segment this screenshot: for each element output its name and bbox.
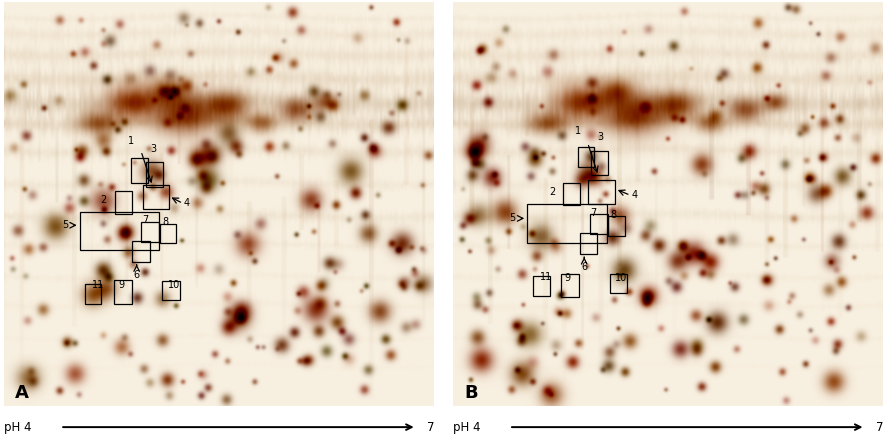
Bar bbox=[143, 185, 168, 209]
Text: 8: 8 bbox=[162, 218, 168, 227]
Text: 7: 7 bbox=[142, 215, 148, 226]
Bar bbox=[579, 234, 596, 254]
Text: 5: 5 bbox=[509, 214, 515, 223]
Text: 2: 2 bbox=[548, 187, 555, 197]
Bar bbox=[610, 274, 626, 293]
Text: pH 4: pH 4 bbox=[4, 420, 32, 434]
Text: 11: 11 bbox=[92, 280, 105, 290]
Text: pH 4: pH 4 bbox=[453, 420, 480, 434]
Text: 4: 4 bbox=[183, 198, 190, 208]
Bar bbox=[146, 162, 163, 187]
Text: A: A bbox=[15, 384, 29, 402]
Text: 1: 1 bbox=[128, 136, 134, 146]
Text: 4: 4 bbox=[631, 190, 637, 200]
Bar bbox=[526, 204, 606, 242]
Text: 5: 5 bbox=[62, 220, 68, 230]
Bar bbox=[587, 180, 614, 204]
Text: 10: 10 bbox=[614, 273, 626, 283]
Text: 7: 7 bbox=[427, 420, 434, 434]
Bar bbox=[159, 224, 176, 243]
Bar bbox=[607, 216, 625, 236]
Text: B: B bbox=[463, 384, 477, 402]
Bar bbox=[589, 214, 607, 234]
Text: 3: 3 bbox=[151, 144, 157, 154]
Text: 2: 2 bbox=[100, 195, 106, 205]
Text: 11: 11 bbox=[540, 272, 552, 282]
Bar bbox=[131, 158, 148, 183]
Text: 7: 7 bbox=[875, 420, 882, 434]
Bar bbox=[560, 274, 578, 297]
Text: 9: 9 bbox=[563, 273, 570, 283]
Text: 10: 10 bbox=[167, 280, 180, 290]
Bar bbox=[132, 241, 150, 262]
Text: 8: 8 bbox=[610, 210, 617, 220]
Text: 1: 1 bbox=[574, 127, 580, 136]
Text: 3: 3 bbox=[596, 131, 602, 142]
Text: 7: 7 bbox=[590, 208, 596, 218]
Bar bbox=[562, 183, 579, 206]
Bar bbox=[85, 284, 101, 304]
Bar bbox=[577, 147, 594, 167]
Bar bbox=[114, 280, 132, 304]
Bar bbox=[162, 281, 179, 301]
Bar bbox=[141, 222, 159, 242]
Bar bbox=[80, 211, 159, 250]
Text: 6: 6 bbox=[134, 270, 140, 280]
Bar bbox=[114, 191, 132, 214]
Bar bbox=[590, 151, 607, 175]
Text: 6: 6 bbox=[580, 262, 587, 272]
Text: 9: 9 bbox=[118, 280, 124, 290]
Bar bbox=[532, 276, 549, 296]
